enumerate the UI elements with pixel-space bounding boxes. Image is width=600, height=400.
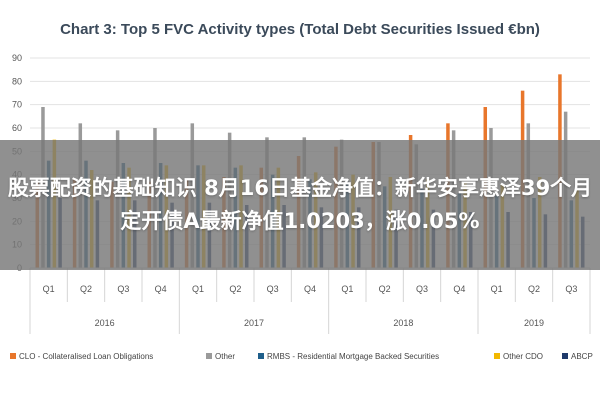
banner-text: 股票配资的基础知识 8月16日基金净值：新华安享惠泽39个月定开债A最新净值1.… — [7, 176, 593, 233]
y-tick-label: 70 — [12, 100, 22, 110]
x-tick-label: Q1 — [341, 284, 353, 294]
legend-label: ABCP — [571, 352, 593, 361]
legend-swatch — [562, 353, 568, 359]
x-tick-label: Q3 — [565, 284, 577, 294]
legend-swatch — [206, 353, 212, 359]
legend-label: CLO - Collateralised Loan Obligations — [19, 352, 153, 361]
y-tick-label: 80 — [12, 76, 22, 86]
x-tick-label: Q3 — [267, 284, 279, 294]
x-tick-label: Q1 — [43, 284, 55, 294]
x-tick-label: Q2 — [80, 284, 92, 294]
x-tick-label: Q4 — [155, 284, 167, 294]
x-tick-label: Q2 — [229, 284, 241, 294]
legend-swatch — [494, 353, 500, 359]
legend-label: RMBS - Residential Mortgage Backed Secur… — [267, 352, 439, 361]
overlay-banner: 股票配资的基础知识 8月16日基金净值：新华安享惠泽39个月定开债A最新净值1.… — [0, 140, 600, 270]
y-tick-label: 60 — [12, 123, 22, 133]
y-tick-label: 90 — [12, 53, 22, 63]
chart-title: Chart 3: Top 5 FVC Activity types (Total… — [60, 21, 540, 38]
legend-swatch — [258, 353, 264, 359]
x-tick-label: Q3 — [416, 284, 428, 294]
year-labels: 2016 2017 2018 2019 — [29, 302, 591, 334]
year-label: 2016 — [95, 318, 115, 328]
x-axis-ticks: Q1 Q2 Q3 Q4 Q1 Q2 Q3 Q4 Q1 Q2 Q3 Q4 Q1 Q2 Q3 — [29, 267, 591, 302]
year-label: 2019 — [524, 318, 544, 328]
legend-swatch — [10, 353, 16, 359]
x-tick-label: Q3 — [117, 284, 129, 294]
x-tick-label: Q1 — [192, 284, 204, 294]
x-tick-label: Q2 — [528, 284, 540, 294]
x-tick-label: Q4 — [304, 284, 316, 294]
x-tick-label: Q4 — [453, 284, 465, 294]
legend-label: Other CDO — [503, 352, 543, 361]
x-tick-label: Q2 — [379, 284, 391, 294]
legend-label: Other — [215, 352, 235, 361]
year-label: 2017 — [244, 318, 264, 328]
legend: CLO - Collateralised Loan Obligations Oth… — [10, 352, 593, 361]
x-tick-label: Q1 — [491, 284, 503, 294]
year-label: 2018 — [393, 318, 413, 328]
